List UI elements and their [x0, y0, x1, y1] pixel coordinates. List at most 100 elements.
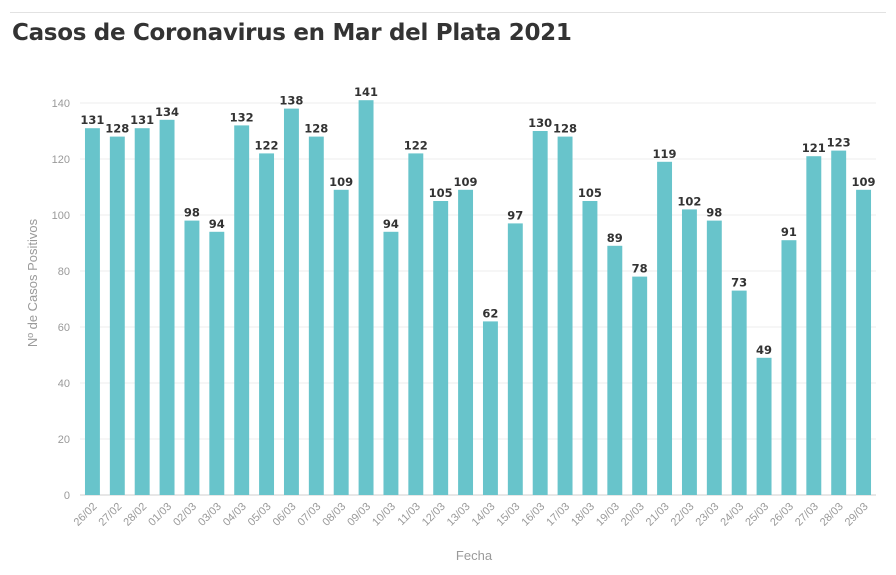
bar[interactable] — [184, 220, 200, 495]
x-tick-label: 15/03 — [494, 501, 522, 529]
bar[interactable] — [159, 119, 175, 496]
bar[interactable] — [134, 128, 150, 495]
data-label: 62 — [482, 306, 498, 320]
x-tick-label: 05/03 — [246, 501, 274, 529]
data-label: 128 — [105, 122, 129, 136]
x-tick-label: 19/03 — [594, 501, 622, 529]
bar[interactable] — [383, 231, 399, 496]
x-tick-label: 12/03 — [420, 501, 448, 529]
x-tick-label: 18/03 — [569, 501, 597, 529]
bar[interactable] — [283, 108, 299, 495]
x-tick-label: 26/03 — [768, 501, 796, 529]
bar[interactable] — [458, 189, 474, 496]
data-label: 128 — [304, 122, 328, 136]
bar[interactable] — [234, 125, 250, 496]
bar[interactable] — [507, 223, 523, 495]
bar[interactable] — [632, 276, 648, 495]
data-label: 121 — [802, 141, 826, 155]
bar[interactable] — [109, 136, 125, 495]
y-tick-label: 60 — [58, 322, 70, 334]
x-tick-label: 25/03 — [743, 501, 771, 529]
x-tick-label: 06/03 — [271, 501, 299, 529]
bar[interactable] — [358, 100, 374, 495]
data-label: 73 — [731, 276, 747, 290]
x-tick-label: 21/03 — [644, 501, 672, 529]
x-tick-label: 09/03 — [345, 501, 373, 529]
x-tick-label: 23/03 — [693, 501, 721, 529]
x-tick-label: 24/03 — [718, 501, 746, 529]
data-label: 91 — [781, 225, 797, 239]
data-label: 134 — [155, 105, 179, 119]
x-tick-label: 13/03 — [445, 501, 473, 529]
bar[interactable] — [582, 201, 598, 495]
x-tick-label: 01/03 — [146, 501, 174, 529]
y-tick-label: 20 — [58, 434, 70, 446]
bar[interactable] — [756, 357, 772, 495]
data-label: 109 — [454, 175, 478, 189]
data-label: 109 — [852, 175, 876, 189]
x-tick-label: 17/03 — [544, 501, 572, 529]
bar[interactable] — [84, 128, 100, 495]
x-tick-label: 22/03 — [669, 501, 697, 529]
data-label: 131 — [130, 113, 154, 127]
x-tick-label: 26/02 — [72, 501, 100, 529]
data-label: 119 — [653, 147, 677, 161]
data-label: 98 — [706, 206, 722, 220]
bar[interactable] — [259, 153, 275, 495]
data-label: 122 — [255, 138, 279, 152]
y-axis-title: Nº de Casos Positivos — [25, 218, 40, 347]
data-label: 102 — [677, 194, 701, 208]
top-divider — [10, 12, 886, 13]
data-label: 98 — [184, 206, 200, 220]
bar[interactable] — [482, 321, 498, 495]
bar[interactable] — [706, 220, 722, 495]
x-tick-label: 07/03 — [295, 501, 323, 529]
bar[interactable] — [731, 290, 747, 495]
y-tick-label: 40 — [58, 378, 70, 390]
y-tick-label: 0 — [64, 490, 70, 502]
bar[interactable] — [806, 156, 822, 495]
bar[interactable] — [433, 201, 449, 495]
chart-title: Casos de Coronavirus en Mar del Plata 20… — [12, 20, 572, 46]
data-label: 132 — [230, 110, 254, 124]
data-label: 122 — [404, 138, 428, 152]
x-tick-label: 16/03 — [519, 501, 547, 529]
x-tick-label: 10/03 — [370, 501, 398, 529]
data-label: 128 — [553, 122, 577, 136]
bar[interactable] — [333, 189, 349, 496]
data-label: 94 — [209, 217, 225, 231]
bar[interactable] — [681, 209, 697, 495]
bar[interactable] — [831, 150, 847, 495]
bar[interactable] — [856, 189, 872, 496]
x-tick-label: 28/03 — [818, 501, 846, 529]
x-tick-label: 27/03 — [793, 501, 821, 529]
data-label: 94 — [383, 217, 399, 231]
y-tick-label: 100 — [52, 210, 70, 222]
data-label: 105 — [578, 186, 602, 200]
bar[interactable] — [209, 231, 225, 496]
bar[interactable] — [657, 161, 673, 496]
x-tick-label: 11/03 — [396, 501, 423, 528]
x-tick-label: 14/03 — [470, 501, 498, 529]
bar[interactable] — [781, 240, 797, 495]
data-label: 89 — [607, 231, 623, 245]
bar[interactable] — [557, 136, 573, 495]
x-tick-label: 27/02 — [96, 501, 124, 529]
data-label: 97 — [507, 208, 523, 222]
data-label: 130 — [528, 116, 552, 130]
data-label: 109 — [329, 175, 353, 189]
bar[interactable] — [308, 136, 324, 495]
x-tick-label: 28/02 — [121, 501, 149, 529]
data-label: 131 — [80, 113, 104, 127]
data-label: 49 — [756, 343, 772, 357]
bar[interactable] — [607, 245, 623, 495]
bar[interactable] — [532, 131, 548, 495]
data-label: 78 — [632, 262, 648, 276]
x-axis-title: Fecha — [456, 548, 493, 563]
bar[interactable] — [408, 153, 424, 495]
data-label: 141 — [354, 85, 378, 99]
data-label: 138 — [279, 94, 303, 108]
x-tick-label: 02/03 — [171, 501, 199, 529]
x-tick-label: 04/03 — [221, 501, 249, 529]
